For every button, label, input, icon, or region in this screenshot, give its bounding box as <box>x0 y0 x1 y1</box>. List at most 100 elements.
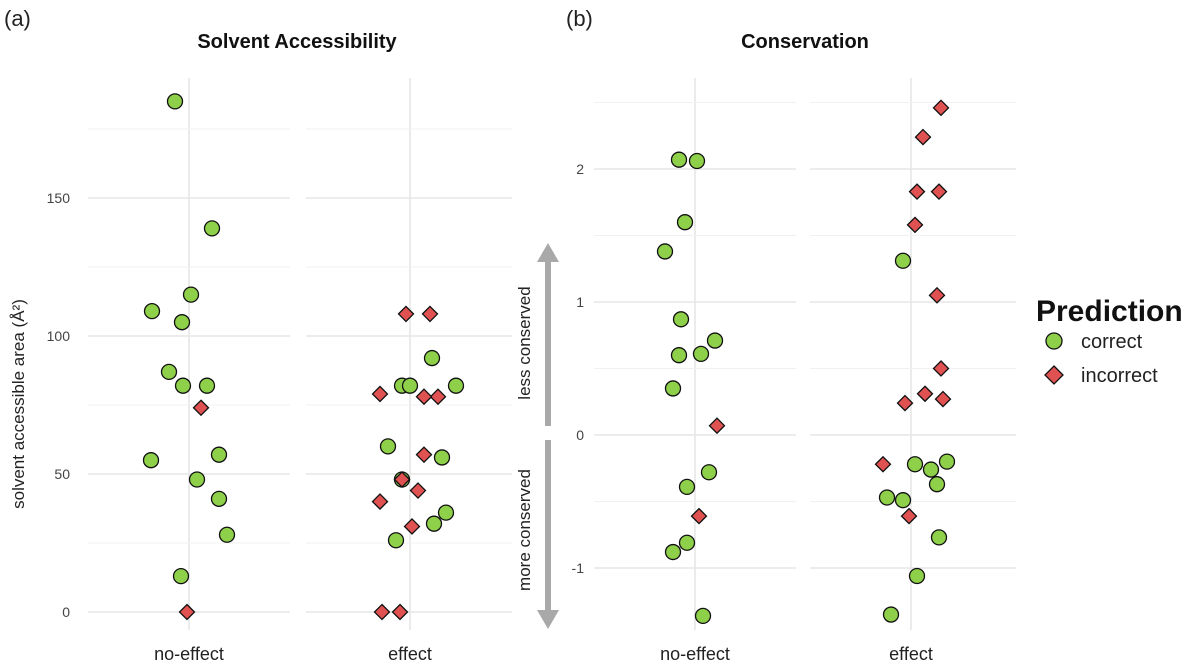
point-incorrect <box>934 390 952 408</box>
point-correct <box>379 438 397 455</box>
ytick-label: 150 <box>47 190 71 206</box>
ytick-label: 0 <box>62 604 70 620</box>
ytick-label: 50 <box>54 466 70 482</box>
legend-incorrect-marker <box>1044 365 1064 385</box>
point-correct <box>218 526 236 543</box>
point-incorrect <box>708 417 726 435</box>
point-incorrect <box>914 128 932 146</box>
point-incorrect <box>906 216 924 234</box>
point-correct <box>894 252 912 269</box>
point-correct <box>928 476 946 493</box>
point-incorrect <box>932 99 950 117</box>
point-correct <box>694 607 712 625</box>
point-correct <box>182 286 200 303</box>
point-incorrect <box>409 482 427 499</box>
point-correct <box>672 311 690 328</box>
xtick-label: effect <box>388 644 432 662</box>
legend-title: Prediction <box>1036 295 1183 328</box>
point-correct <box>401 377 419 394</box>
point-correct <box>423 349 441 367</box>
point-correct <box>198 377 216 394</box>
legend: Prediction correct incorrect <box>1036 295 1183 387</box>
point-correct <box>143 303 161 320</box>
point-incorrect <box>908 183 926 201</box>
ytick-label: 0 <box>576 427 584 443</box>
panel-b-grid <box>594 78 1016 630</box>
point-correct <box>688 152 706 170</box>
point-correct <box>172 567 190 585</box>
point-correct <box>656 243 674 260</box>
point-correct <box>142 452 160 469</box>
point-incorrect <box>373 603 391 621</box>
point-incorrect <box>403 518 421 535</box>
less-conserved-label: less conserved <box>515 286 534 399</box>
point-incorrect <box>900 507 918 525</box>
point-correct <box>922 461 940 478</box>
point-incorrect <box>415 388 433 406</box>
point-incorrect <box>874 455 892 473</box>
point-correct <box>692 345 710 363</box>
point-correct <box>670 151 688 168</box>
point-correct <box>700 464 718 481</box>
panel-a-yticks: 0 50 100 150 <box>47 190 71 620</box>
point-correct <box>670 347 688 364</box>
panel-b-yticks: -1 0 1 2 <box>572 161 585 576</box>
ytick-label: 1 <box>576 294 584 310</box>
point-correct <box>938 453 956 470</box>
xtick-label: no-effect <box>154 644 224 662</box>
legend-correct-label: correct <box>1081 331 1143 353</box>
point-incorrect <box>178 603 196 621</box>
up-arrow-head <box>537 243 559 262</box>
point-correct <box>894 492 912 509</box>
panel-b-title: Conservation <box>741 31 869 53</box>
point-correct <box>173 314 191 331</box>
point-correct <box>878 489 896 506</box>
panel-b-tag: (b) <box>566 6 593 31</box>
panel-a-tag: (a) <box>4 6 31 31</box>
point-incorrect <box>371 385 389 403</box>
point-correct <box>447 377 465 394</box>
point-correct <box>387 532 405 549</box>
point-correct <box>210 490 228 507</box>
panel-a-points <box>142 93 465 621</box>
point-correct <box>437 504 455 521</box>
point-correct <box>166 93 184 110</box>
point-correct <box>908 567 926 585</box>
down-arrow-head <box>537 610 559 629</box>
point-incorrect <box>415 446 433 464</box>
panel-a-ylabel: solvent accessible area (Å²) <box>9 299 28 509</box>
point-correct <box>882 606 900 623</box>
point-incorrect <box>896 394 914 412</box>
xtick-label: no-effect <box>660 644 730 662</box>
point-incorrect <box>393 471 411 488</box>
point-correct <box>433 449 451 466</box>
point-incorrect <box>932 360 950 377</box>
point-incorrect <box>928 286 946 304</box>
legend-correct-marker <box>1045 332 1063 350</box>
ytick-label: 2 <box>576 161 584 177</box>
panel-b-xticks: no-effect effect <box>660 644 933 662</box>
more-conserved-label: more conserved <box>515 469 534 591</box>
point-incorrect <box>192 399 210 417</box>
point-correct <box>210 446 228 463</box>
point-incorrect <box>690 507 708 525</box>
panel-a-title: Solvent Accessibility <box>197 31 397 53</box>
point-correct <box>188 471 206 488</box>
point-incorrect <box>421 305 439 323</box>
point-incorrect <box>391 603 409 621</box>
ytick-label: 100 <box>47 328 71 344</box>
point-incorrect <box>429 388 447 406</box>
point-incorrect <box>930 183 948 201</box>
conservation-arrows: less conserved more conserved <box>515 243 559 629</box>
point-correct <box>676 214 694 231</box>
point-correct <box>664 380 682 397</box>
panel-b-points <box>656 99 956 625</box>
panel-a-xticks: no-effect effect <box>154 644 432 662</box>
point-correct <box>664 543 682 561</box>
point-incorrect <box>397 305 415 323</box>
ytick-label: -1 <box>572 560 585 576</box>
point-correct <box>678 534 696 551</box>
point-correct <box>706 332 724 349</box>
point-correct <box>930 529 948 546</box>
